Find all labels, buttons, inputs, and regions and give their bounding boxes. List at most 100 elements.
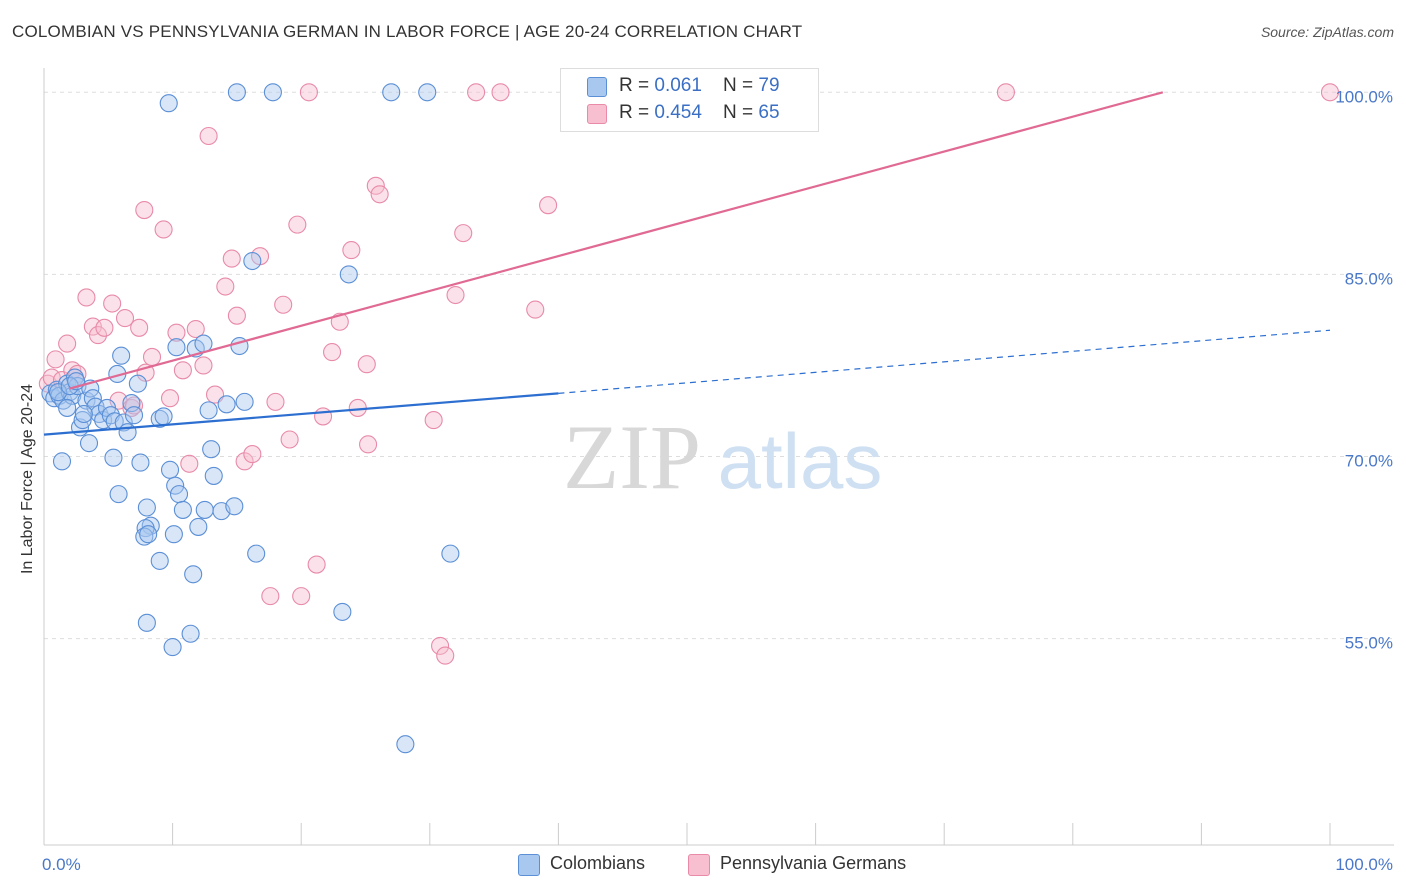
legend-n-value: 79 — [758, 75, 780, 96]
data-point-colombians — [247, 544, 266, 563]
data-point-pennsylvania-germans — [124, 396, 144, 415]
y-tick-label: 70.0% — [1345, 452, 1393, 471]
data-point-pennsylvania-germans — [186, 319, 205, 339]
data-point-colombians — [112, 346, 131, 365]
source-label: Source: ZipAtlas.com — [1260, 24, 1394, 40]
y-axis-label-wrap: In Labor Force | Age 20-24 — [16, 330, 40, 630]
axes — [43, 68, 1394, 846]
x-tick-label: 100.0% — [1335, 855, 1393, 874]
data-point-colombians — [118, 423, 137, 442]
data-point-colombians — [217, 395, 236, 414]
data-point-colombians — [139, 525, 158, 544]
y-tick-label: 55.0% — [1345, 634, 1393, 653]
data-point-colombians — [169, 485, 189, 504]
bottom-legend-swatch-pink — [688, 854, 710, 876]
data-point-pennsylvania-germans — [122, 398, 141, 417]
data-point-colombians — [74, 404, 93, 424]
gridlines — [44, 91, 1394, 640]
data-point-colombians — [137, 613, 156, 632]
data-point-pennsylvania-germans — [135, 200, 154, 220]
tick-labels: 100.0% 85.0% 70.0% 55.0% 0.0% 100.0% — [42, 87, 1393, 874]
data-point-colombians — [382, 83, 401, 102]
data-point-pennsylvania-germans — [115, 309, 135, 328]
data-point-pennsylvania-germans — [95, 318, 114, 337]
data-point-colombians — [173, 500, 192, 519]
y-axis-label: In Labor Force | Age 20-24 — [19, 383, 36, 575]
data-point-pennsylvania-germans — [467, 83, 486, 102]
trend-line-pennsylvania-germans — [69, 91, 1164, 390]
data-point-colombians — [131, 453, 150, 472]
data-point-pennsylvania-germans — [227, 306, 246, 325]
data-point-pennsylvania-germans — [77, 288, 96, 307]
data-point-pennsylvania-germans — [266, 392, 285, 411]
data-point-pennsylvania-germans — [454, 224, 473, 243]
trend-line-colombians-extension — [558, 329, 1331, 394]
x-tick-label: 0.0% — [42, 855, 81, 874]
data-point-pennsylvania-germans — [46, 350, 65, 369]
data-point-pennsylvania-germans — [1320, 83, 1340, 102]
legend-r-label: R = — [619, 102, 655, 123]
data-point-pennsylvania-germans — [88, 326, 108, 345]
data-point-colombians — [73, 411, 92, 430]
data-point-colombians — [333, 602, 352, 621]
data-point-pennsylvania-germans — [539, 196, 558, 215]
data-point-pennsylvania-germans — [342, 241, 361, 260]
bottom-legend-label: Colombians — [550, 853, 646, 873]
data-point-pennsylvania-germans — [996, 83, 1015, 102]
legend-swatch-blue — [587, 77, 607, 97]
data-point-colombians — [418, 83, 437, 102]
data-point-pennsylvania-germans — [194, 356, 213, 375]
data-point-pennsylvania-germans — [180, 454, 199, 473]
data-point-colombians — [339, 265, 358, 284]
data-point-pennsylvania-germans — [431, 636, 450, 655]
data-point-colombians — [225, 497, 244, 516]
chart-title: COLOMBIAN VS PENNSYLVANIA GERMAN IN LABO… — [12, 22, 803, 41]
watermark-atlas: atlas — [718, 417, 883, 505]
data-point-colombians — [114, 413, 133, 432]
data-point-colombians — [441, 544, 460, 563]
data-point-pennsylvania-germans — [280, 430, 299, 449]
data-point-colombians — [263, 83, 282, 102]
data-point-pennsylvania-germans — [103, 294, 122, 313]
data-point-colombians — [150, 551, 169, 570]
data-point-colombians — [235, 392, 254, 411]
series-pennsylvania-germans — [38, 83, 1340, 665]
data-point-colombians — [195, 500, 214, 519]
data-point-pennsylvania-germans — [366, 176, 385, 195]
data-point-colombians — [49, 383, 68, 402]
data-point-pennsylvania-germans — [167, 323, 186, 342]
data-point-colombians — [167, 338, 186, 357]
legend-n-value: 65 — [758, 102, 780, 123]
data-point-colombians — [160, 460, 180, 479]
y-tick-label: 85.0% — [1345, 269, 1393, 288]
data-point-pennsylvania-germans — [436, 646, 455, 665]
data-point-colombians — [199, 401, 218, 420]
data-point-colombians — [181, 624, 200, 643]
data-point-colombians — [166, 476, 185, 495]
data-point-colombians — [58, 398, 77, 417]
legend-r-label: R = — [619, 75, 655, 96]
data-point-pennsylvania-germans — [274, 295, 293, 314]
data-point-pennsylvania-germans — [357, 355, 376, 374]
legend-r-value: 0.454 — [654, 102, 702, 123]
data-point-pennsylvania-germans — [424, 411, 443, 430]
data-point-pennsylvania-germans — [307, 555, 326, 574]
data-point-pennsylvania-germans — [205, 385, 225, 404]
data-point-pennsylvania-germans — [130, 318, 149, 337]
data-point-pennsylvania-germans — [491, 83, 510, 102]
data-point-colombians — [227, 83, 246, 102]
data-point-pennsylvania-germans — [370, 185, 389, 204]
data-point-pennsylvania-germans — [154, 220, 173, 239]
legend-n-label: N = — [723, 102, 759, 123]
trend-line-colombians — [43, 392, 559, 436]
data-point-pennsylvania-germans — [216, 277, 235, 296]
legend-n-label: N = — [723, 75, 759, 96]
bottom-legend-swatch-blue — [518, 854, 540, 876]
data-point-colombians — [104, 448, 123, 467]
watermark-zip: ZIP — [563, 406, 701, 508]
data-point-pennsylvania-germans — [160, 389, 180, 408]
data-point-colombians — [189, 517, 208, 536]
trend-lines — [43, 91, 1331, 436]
data-point-pennsylvania-germans — [314, 407, 333, 426]
